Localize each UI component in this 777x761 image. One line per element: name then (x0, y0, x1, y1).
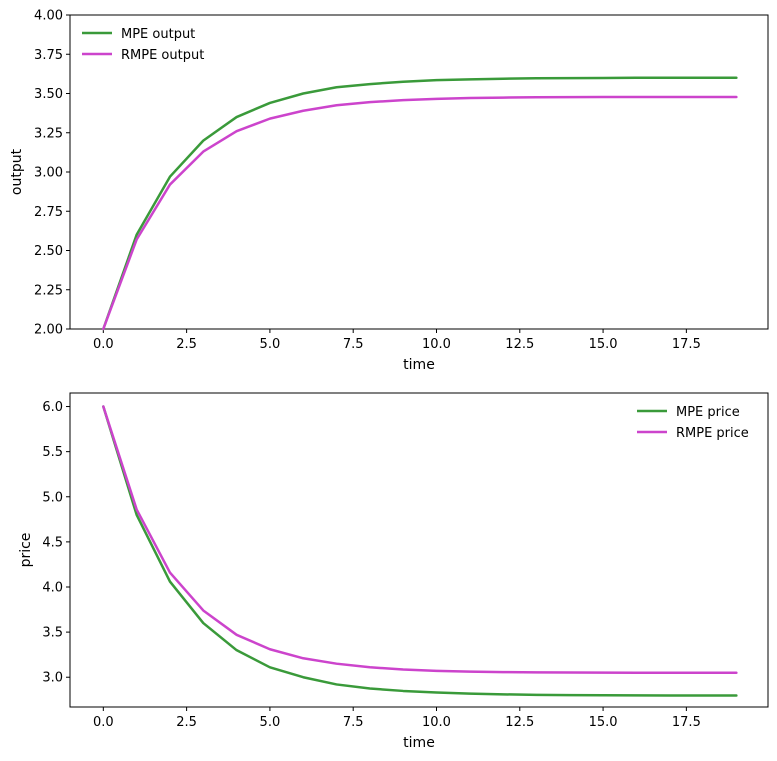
price-series-lines (102, 405, 738, 697)
price-y-axis-ticks: 3.0 3.5 4.0 4.5 5.0 5.5 6.0 (42, 400, 70, 686)
price-chart: 0.0 2.5 5.0 7.5 10.0 12.5 15.0 17.5 3.0 3.5 4.0 4.… (18, 392, 769, 751)
output-y-tick-label: 3.00 (34, 166, 63, 181)
output-y-tick-label: 3.25 (34, 126, 63, 141)
price-y-tick-label: 5.0 (42, 490, 63, 505)
output-legend: MPE output RMPE output (82, 27, 204, 63)
price-x-tick-label: 12.5 (505, 715, 534, 730)
output-chart: 0.0 2.5 5.0 7.5 10.0 12.5 15.0 17.5 2.00 2.25 2.5… (9, 9, 769, 373)
output-x-tick-label: 0.0 (93, 337, 114, 352)
output-x-tick-label: 7.5 (343, 337, 364, 352)
legend-label-rmpe-output: RMPE output (121, 48, 204, 63)
output-x-tick-label: 10.0 (422, 337, 451, 352)
price-y-tick-label: 6.0 (42, 400, 63, 415)
price-x-tick-label: 10.0 (422, 715, 451, 730)
price-y-tick-label: 4.5 (42, 535, 63, 550)
output-x-tick-label: 17.5 (672, 337, 701, 352)
output-y-tick-label: 3.50 (34, 87, 63, 102)
output-y-tick-label: 2.75 (34, 205, 63, 220)
price-series-line-rmpe (102, 405, 738, 674)
output-series-lines (102, 76, 738, 331)
output-x-axis-ticks: 0.0 2.5 5.0 7.5 10.0 12.5 15.0 17.5 (93, 329, 701, 352)
output-y-axis-label: output (9, 148, 25, 195)
price-x-tick-label: 5.0 (260, 715, 281, 730)
output-x-tick-label: 5.0 (260, 337, 281, 352)
output-x-tick-label: 15.0 (589, 337, 618, 352)
price-x-tick-label: 0.0 (93, 715, 114, 730)
output-series-line-mpe (102, 76, 738, 331)
legend-label-mpe-price: MPE price (676, 405, 740, 420)
price-y-axis-label: price (18, 533, 34, 568)
price-x-tick-label: 17.5 (672, 715, 701, 730)
price-x-axis-label: time (403, 735, 435, 751)
price-x-tick-label: 7.5 (343, 715, 364, 730)
output-y-tick-label: 4.00 (34, 9, 63, 24)
price-x-tick-label: 15.0 (589, 715, 618, 730)
price-legend: MPE price RMPE price (637, 405, 749, 441)
price-x-tick-label: 2.5 (176, 715, 197, 730)
price-y-tick-label: 3.5 (42, 626, 63, 641)
output-series-line-rmpe (102, 95, 738, 331)
price-x-axis-ticks: 0.0 2.5 5.0 7.5 10.0 12.5 15.0 17.5 (93, 707, 701, 730)
output-x-tick-label: 2.5 (176, 337, 197, 352)
output-y-tick-label: 3.75 (34, 48, 63, 63)
output-y-tick-label: 2.00 (34, 323, 63, 338)
price-plot-frame (69, 392, 769, 708)
output-y-tick-label: 2.25 (34, 283, 63, 298)
output-y-tick-label: 2.50 (34, 244, 63, 259)
output-y-axis-ticks: 2.00 2.25 2.50 2.75 3.00 3.25 3.50 3.75 4.00 (34, 9, 70, 338)
price-y-tick-label: 3.0 (42, 671, 63, 686)
legend-label-mpe-output: MPE output (121, 27, 195, 42)
price-y-tick-label: 5.5 (42, 445, 63, 460)
output-x-axis-label: time (403, 357, 435, 373)
price-series-line-mpe (102, 405, 738, 697)
legend-label-rmpe-price: RMPE price (676, 426, 749, 441)
output-x-tick-label: 12.5 (505, 337, 534, 352)
price-y-tick-label: 4.0 (42, 580, 63, 595)
